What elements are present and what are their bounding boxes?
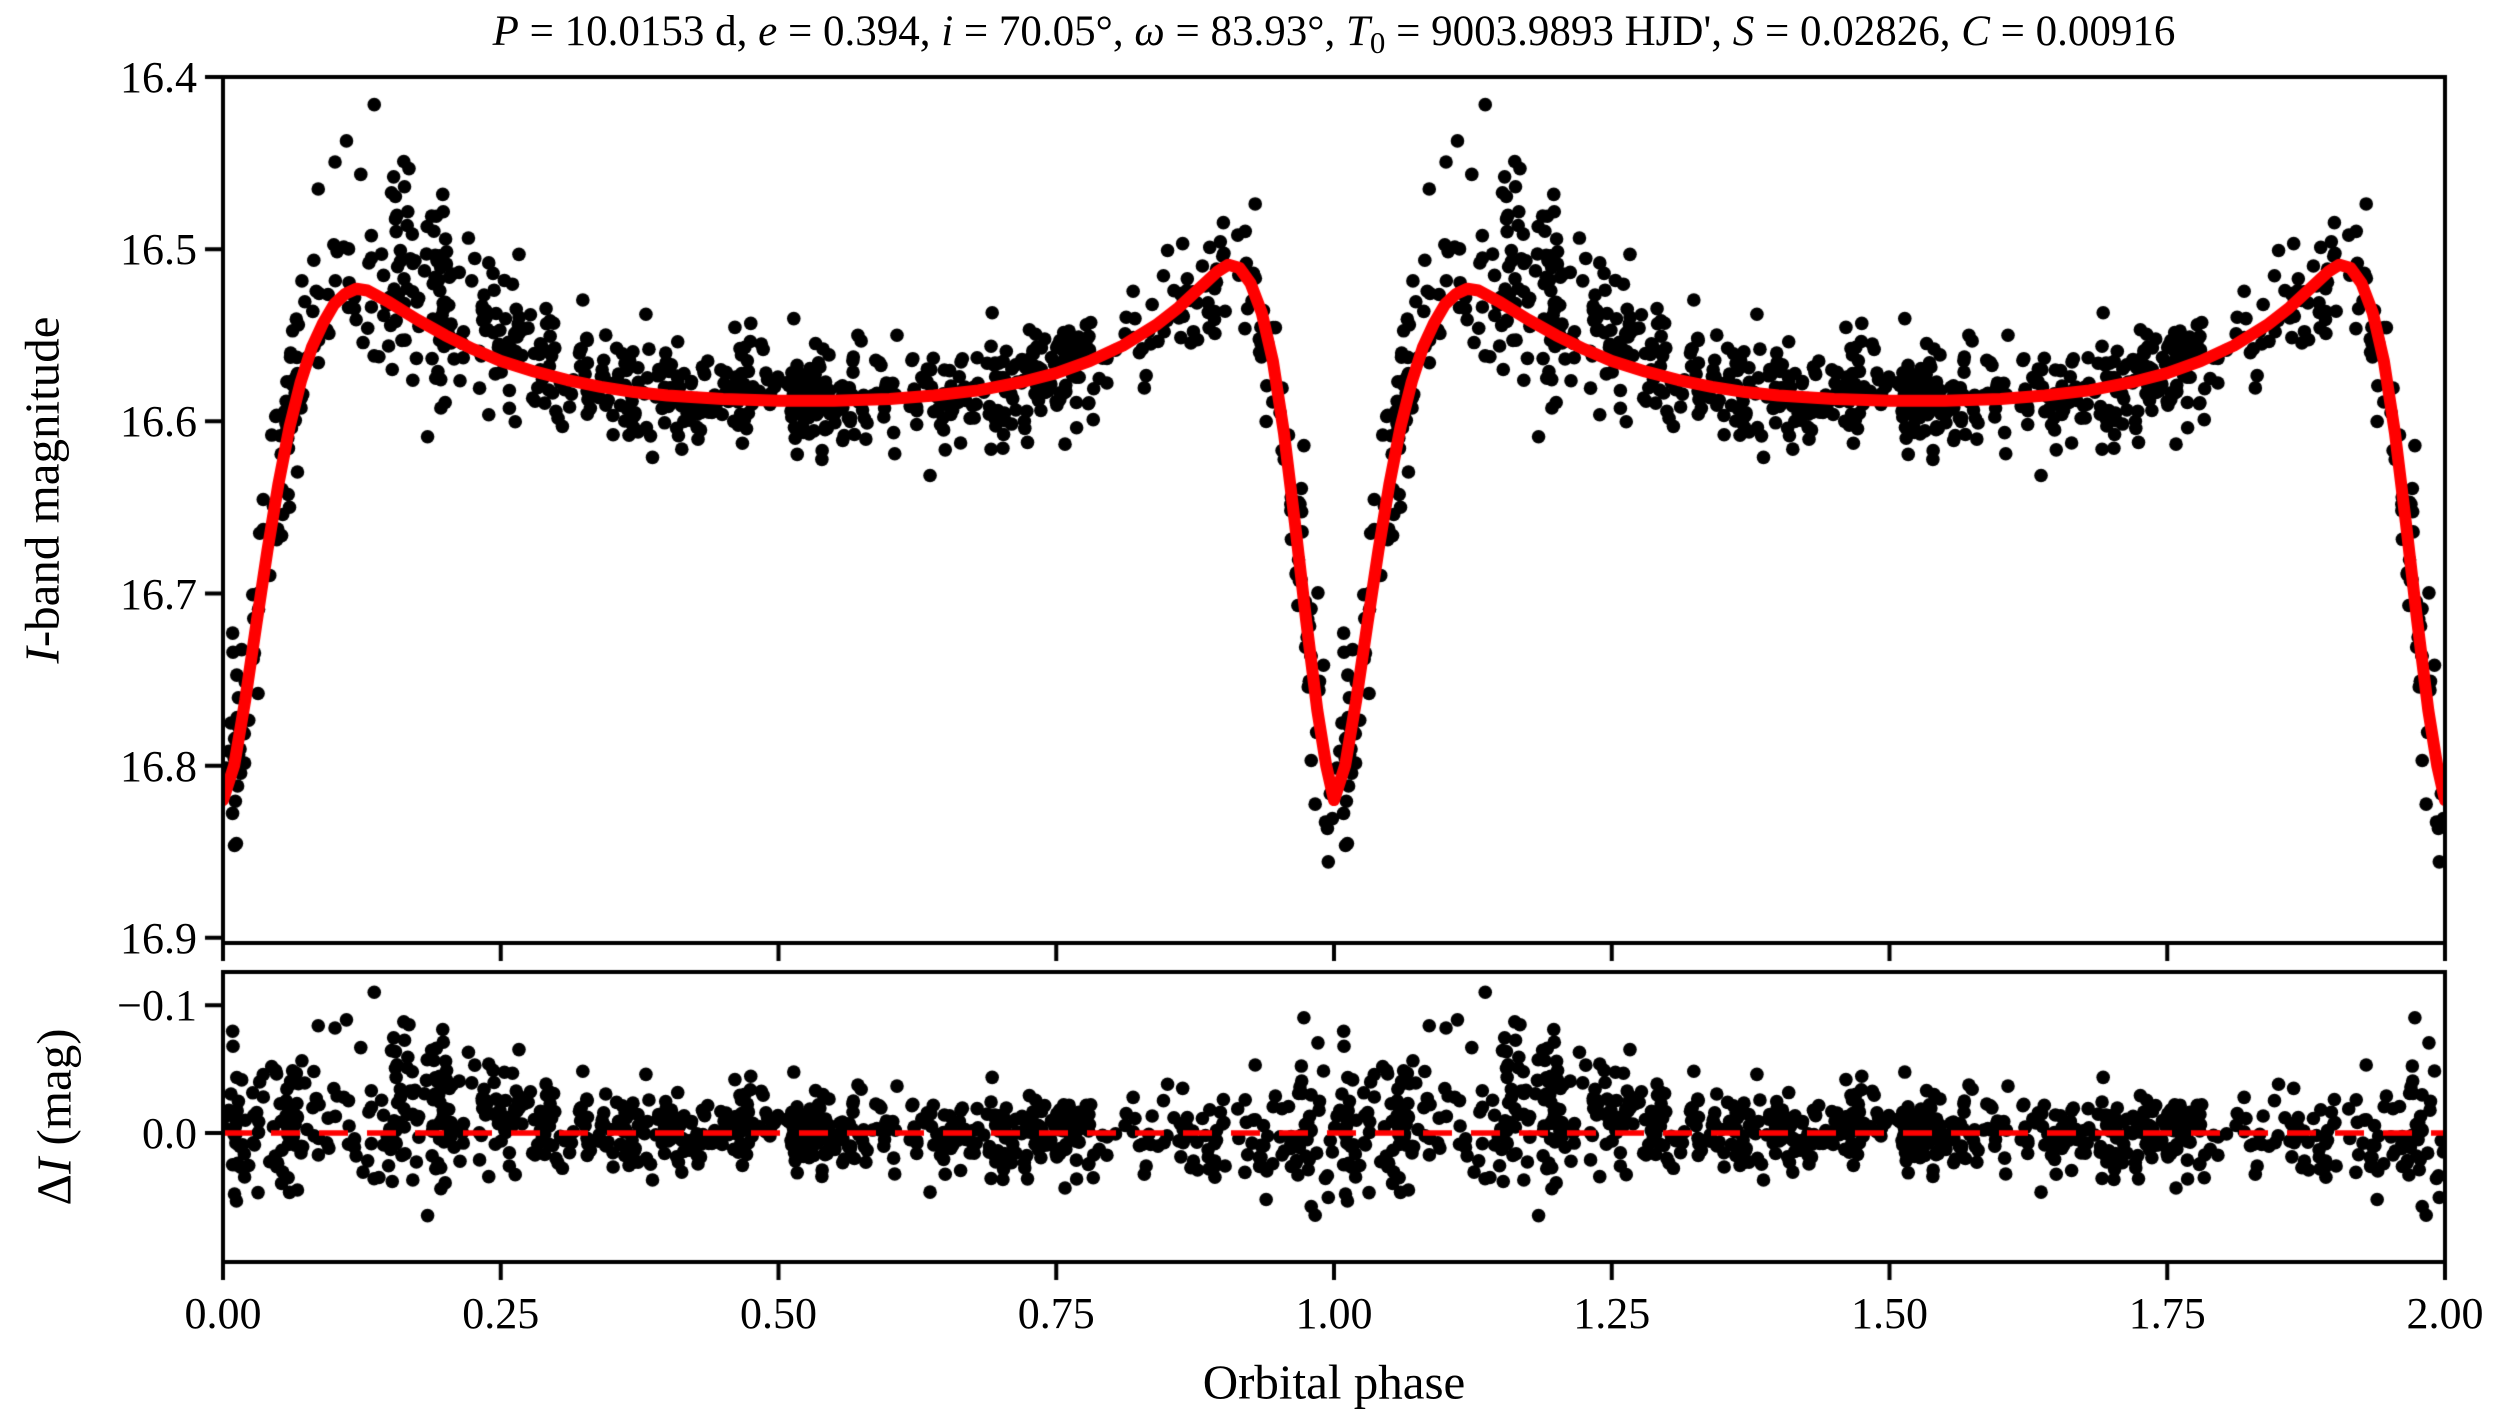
y-tick-label-residual: −0.1 — [117, 981, 197, 1031]
y-tick-label-magnitude: 16.8 — [120, 741, 197, 791]
text-segment: = 0.394, — [777, 8, 942, 56]
y-tick-label-magnitude: 16.5 — [120, 225, 197, 275]
text-segment: C — [1961, 8, 1990, 56]
text-segment: S — [1732, 8, 1755, 56]
text-segment: = 0.02826, — [1754, 8, 1962, 56]
text-segment: = 0.00916 — [1989, 8, 2176, 56]
text-segment: = 10.0153 d, — [518, 8, 759, 56]
text-segment: = 83.93°, — [1164, 8, 1346, 56]
chart-title: P = 10.0153 d, e = 0.394, i = 70.05°, ω … — [493, 7, 2176, 61]
text-segment: Δ — [26, 1174, 82, 1206]
y-tick-label-magnitude: 16.7 — [120, 569, 197, 619]
x-axis-label: Orbital phase — [1203, 1354, 1466, 1411]
text-segment: P — [492, 8, 519, 56]
text-segment: ω — [1134, 8, 1165, 56]
text-segment: = 70.05°, — [953, 8, 1135, 56]
text-segment: Orbital phase — [1202, 1354, 1466, 1410]
y-tick-label-magnitude: 16.9 — [120, 913, 197, 963]
text-segment: I — [26, 1157, 82, 1175]
text-segment: e — [758, 8, 778, 56]
x-tick-label: 0.00 — [184, 1289, 262, 1338]
text-segment: I — [14, 647, 70, 664]
x-tick-label: 1.25 — [1573, 1289, 1651, 1338]
x-tick-label: 0.75 — [1017, 1289, 1095, 1338]
x-tick-label: 2.00 — [2406, 1289, 2484, 1338]
x-tick-label: 0.25 — [462, 1289, 540, 1338]
x-tick-label: 1.75 — [2128, 1289, 2206, 1338]
x-tick-label: 1.50 — [1851, 1289, 1928, 1338]
text-segment: i — [941, 8, 954, 56]
x-tick-label: 1.00 — [1295, 1289, 1373, 1338]
text-segment: T — [1345, 8, 1370, 56]
text-segment: 0 — [1369, 24, 1386, 60]
y-tick-label-residual: 0.0 — [142, 1108, 197, 1158]
y-tick-label-magnitude: 16.4 — [120, 53, 197, 102]
x-tick-label: 0.50 — [740, 1289, 817, 1338]
y-tick-label-magnitude: 16.6 — [120, 397, 197, 447]
text-segment: = 9003.9893 HJD', — [1385, 8, 1733, 56]
